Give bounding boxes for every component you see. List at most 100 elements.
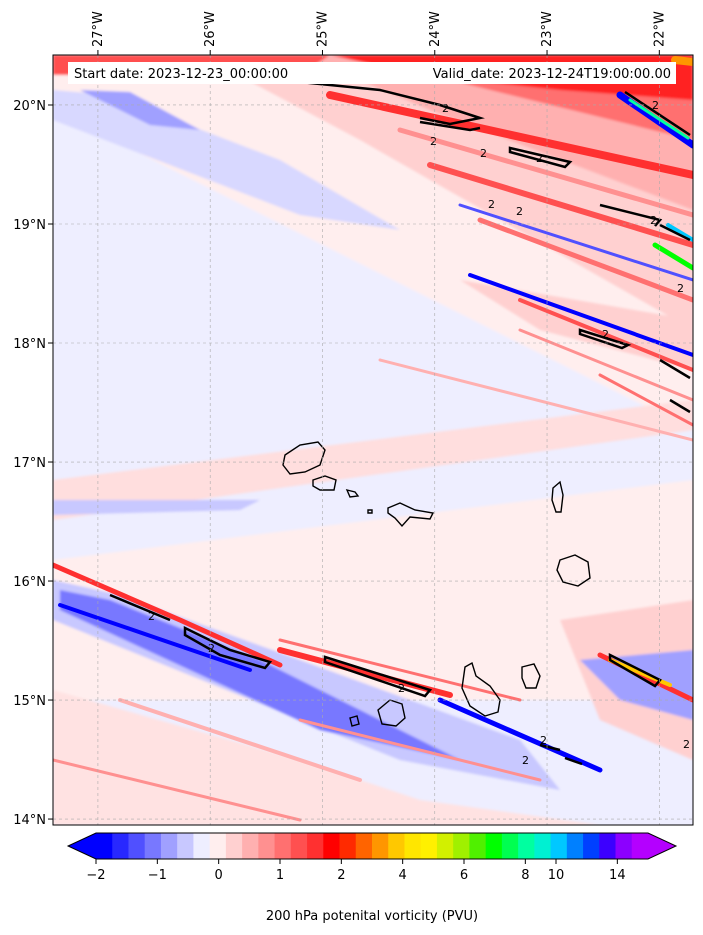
lat-tick-label: 16°N	[13, 575, 46, 590]
colorbar-tick-label: 14	[609, 868, 626, 883]
contour-label: 2	[540, 734, 547, 747]
pv-contour	[599, 203, 663, 227]
colorbar-swatch	[225, 833, 243, 859]
field-streak	[518, 328, 693, 402]
pv-contour	[419, 120, 481, 132]
colorbar-swatch	[128, 833, 146, 859]
colorbar-swatch	[193, 833, 211, 859]
island-sao-vicente	[312, 475, 337, 491]
date-header-background	[68, 62, 676, 84]
contour-label: 2	[522, 754, 529, 767]
colorbar-swatch	[534, 833, 551, 859]
colorbar-swatch	[550, 833, 568, 859]
colorbar-segments	[96, 833, 649, 859]
valid-date-label: Valid_date: 2023-12-24T19:00:00.00	[433, 67, 671, 82]
field-streaks	[53, 56, 693, 822]
lat-tick-label: 19°N	[13, 218, 46, 233]
colorbar: −2 −1 0 1 2 4 6 8 10 14 200 hPa potenital vortici…	[66, 832, 678, 924]
colorbar-swatch	[242, 833, 259, 859]
colorbar-tick-label: −2	[86, 868, 105, 883]
field-band	[80, 90, 200, 130]
field-streak	[278, 638, 522, 702]
pv-contour	[183, 625, 273, 670]
pv-contour	[299, 80, 485, 126]
colorbar-tick-label: 10	[548, 868, 565, 883]
colorbar-swatch	[355, 833, 373, 859]
colorbar-swatch	[160, 833, 178, 859]
pv-contour	[539, 743, 561, 752]
colorbar-swatch	[96, 833, 113, 859]
field-streak	[378, 358, 693, 442]
contour-label: 2	[208, 642, 215, 655]
colorbar-swatch	[518, 833, 535, 859]
colorbar-tick-label: 1	[276, 868, 284, 883]
colorbar-swatch	[436, 833, 454, 859]
pv-contour	[608, 652, 662, 688]
lat-tick-label: 17°N	[13, 456, 46, 471]
colorbar-tick-label: −1	[148, 868, 167, 883]
colorbar-swatch	[501, 833, 519, 859]
lat-tick-label: 20°N	[13, 99, 46, 114]
field-streak	[616, 91, 693, 149]
island-brava	[349, 715, 360, 727]
field-streak	[458, 203, 693, 282]
pv-contour	[578, 328, 632, 350]
pv-contour	[564, 756, 583, 766]
contour-label: 2	[488, 198, 495, 211]
gridlines	[53, 55, 693, 825]
field-streak	[518, 298, 693, 372]
contour-label: 2	[652, 99, 659, 112]
island-sao-nicolau	[387, 502, 435, 528]
colorbar-swatch	[388, 833, 405, 859]
pv-contours	[109, 80, 691, 766]
colorbar-tick-label: 8	[521, 868, 529, 883]
contour-label: 2	[677, 282, 684, 295]
colorbar-swatch	[209, 833, 227, 859]
field-band	[53, 500, 260, 515]
pv-contour-labels: 2 2 2 2 2 2 2 2 2 2 2 2 2 2 2 2	[148, 99, 690, 767]
island-boa-vista	[556, 554, 591, 587]
field-streak	[598, 373, 693, 427]
field-streak	[58, 603, 252, 672]
island-raso	[367, 509, 373, 514]
colorbar-swatch	[469, 833, 487, 859]
map-panel: 2 2 2 2 2 2 2 2 2 2 2 2 2 2 2 2	[13, 11, 694, 828]
colorbar-outline	[66, 832, 678, 860]
field-streak	[397, 127, 693, 218]
field-streak	[298, 718, 542, 782]
contour-label: 2	[430, 135, 437, 148]
pv-contour	[624, 90, 691, 137]
island-sal	[551, 480, 564, 513]
colorbar-swatch	[453, 833, 470, 859]
field-streak	[427, 162, 693, 248]
field-streak	[53, 562, 283, 668]
field-band	[53, 400, 693, 520]
pv-contour	[659, 223, 691, 242]
colorbar-swatch	[631, 833, 649, 859]
island-santiago	[461, 661, 501, 717]
contour-label: 2	[398, 682, 405, 695]
colorbar-tick-label: 0	[215, 868, 223, 883]
colorbar-swatch	[339, 833, 357, 859]
start-date-label: Start date: 2023-12-23_00:00:00	[74, 67, 288, 82]
field-band	[53, 90, 400, 230]
contour-label: 2	[650, 214, 657, 227]
colorbar-swatch	[599, 833, 616, 859]
lon-tick-label: 22°W	[652, 11, 667, 47]
field-streak	[437, 697, 603, 773]
colorbar-ticks: −2 −1 0 1 2 4 6 8 10 14	[86, 859, 626, 883]
colorbar-swatch	[290, 833, 308, 859]
lon-tick-label: 26°W	[203, 11, 218, 47]
contour-label: 2	[480, 147, 487, 160]
lat-tick-label: 14°N	[13, 813, 46, 828]
longitude-axis: 27°W 26°W 25°W 24°W 23°W 22°W	[91, 11, 667, 55]
colorbar-swatch	[404, 833, 422, 859]
pv-contour	[659, 358, 691, 380]
field-streak	[671, 56, 693, 66]
lon-tick-label: 25°W	[315, 11, 330, 47]
field-streak	[118, 698, 362, 782]
lon-tick-label: 27°W	[91, 11, 106, 47]
island-maio	[521, 663, 541, 689]
colorbar-swatch	[420, 833, 438, 859]
